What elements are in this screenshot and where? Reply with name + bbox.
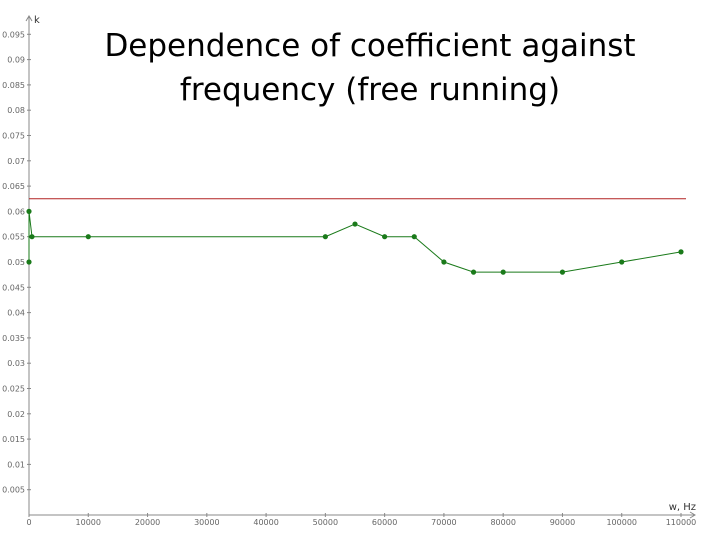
x-tick-label: 80000 xyxy=(490,518,515,527)
y-tick-label: 0.09 xyxy=(7,56,25,65)
y-tick-label: 0.055 xyxy=(2,233,25,242)
x-axis-arrow xyxy=(689,511,696,519)
data-point xyxy=(322,234,328,240)
data-point xyxy=(619,259,625,265)
x-tick-label: 70000 xyxy=(431,518,456,527)
data-point xyxy=(559,269,566,275)
y-tick-label: 0.065 xyxy=(2,182,25,191)
data-point xyxy=(500,269,506,275)
y-tick-label: 0.095 xyxy=(2,30,25,39)
series-group xyxy=(26,208,684,275)
x-axis-label: w, Hz xyxy=(669,502,696,513)
y-tick-label: 0.02 xyxy=(7,410,25,419)
y-tick-label: 0.085 xyxy=(2,81,25,90)
data-point xyxy=(352,221,358,227)
data-point xyxy=(441,259,447,265)
x-tick-label: 50000 xyxy=(313,518,338,527)
x-tick-label: 100000 xyxy=(606,518,637,527)
data-point xyxy=(411,234,417,240)
x-tick-label: 40000 xyxy=(253,518,278,527)
chart-title-line-2: frequency (free running) xyxy=(179,72,561,108)
data-point xyxy=(29,234,35,240)
y-tick-label: 0.04 xyxy=(7,309,25,318)
y-axis-label: k xyxy=(34,15,40,26)
y-tick-label: 0.045 xyxy=(2,283,25,292)
data-point xyxy=(26,208,32,214)
y-tick-label: 0.07 xyxy=(7,157,25,166)
data-point xyxy=(26,259,32,265)
x-tick-label: 110000 xyxy=(666,518,697,527)
y-axis-ticks: 0.005 0.01 0.015 0.02 0.025 0.03 0.035 0.04 0.04… xyxy=(2,30,31,495)
x-tick-label: 30000 xyxy=(194,518,219,527)
chart-title-line-1: Dependence of coefficient against xyxy=(104,28,636,64)
data-point xyxy=(382,234,388,240)
x-tick-label: 60000 xyxy=(372,518,397,527)
x-tick-label: 0 xyxy=(26,518,31,527)
y-tick-label: 0.06 xyxy=(7,207,25,216)
x-axis-ticks: 0 10000 20000 30000 40000 50000 60000 70000 8000… xyxy=(26,513,696,527)
y-tick-label: 0.01 xyxy=(7,460,25,469)
axes xyxy=(25,15,696,519)
y-tick-label: 0.03 xyxy=(7,359,25,368)
y-tick-label: 0.08 xyxy=(7,106,25,115)
y-tick-label: 0.005 xyxy=(2,486,25,495)
y-tick-label: 0.035 xyxy=(2,334,25,343)
series-line xyxy=(28,211,682,273)
x-tick-label: 10000 xyxy=(76,518,101,527)
y-axis-arrow xyxy=(25,15,33,22)
y-tick-label: 0.025 xyxy=(2,385,25,394)
y-tick-label: 0.015 xyxy=(2,435,25,444)
data-point xyxy=(85,234,91,240)
x-tick-label: 90000 xyxy=(550,518,575,527)
y-tick-label: 0.075 xyxy=(2,132,25,141)
chart-title: Dependence of coefficient against freque… xyxy=(60,24,680,112)
data-point xyxy=(678,249,684,255)
y-tick-label: 0.05 xyxy=(7,258,25,267)
x-tick-label: 20000 xyxy=(135,518,160,527)
data-point xyxy=(470,269,477,275)
